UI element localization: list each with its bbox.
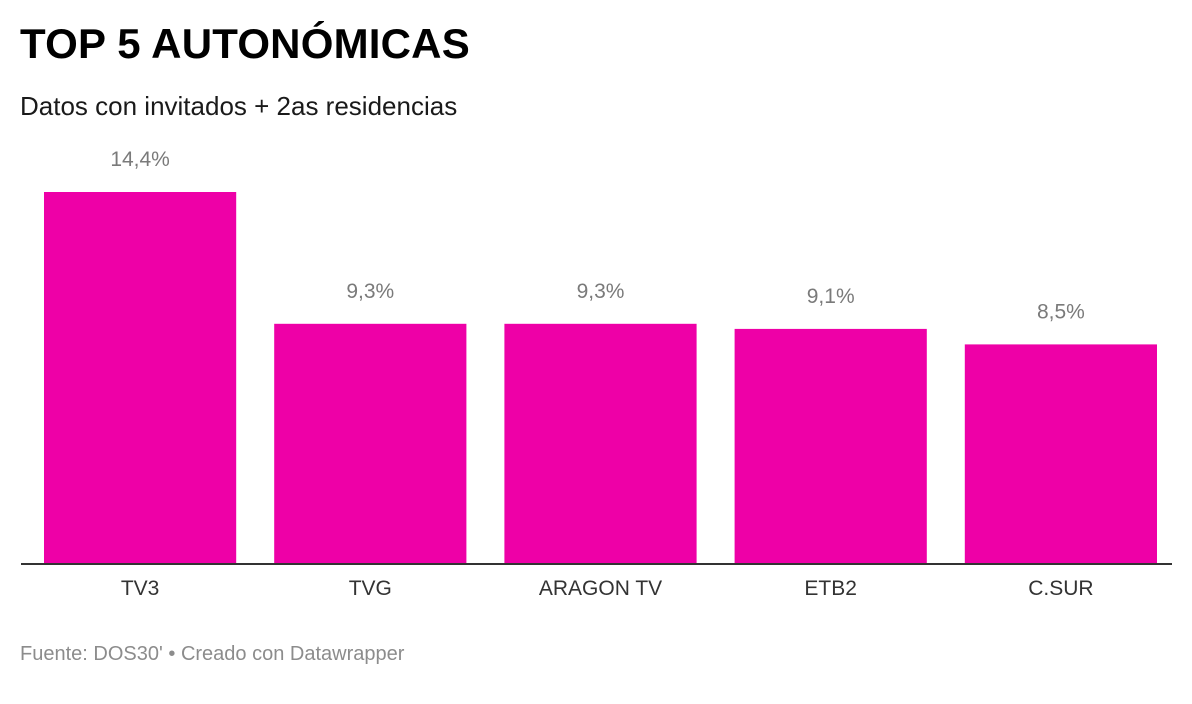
- credit-note: Creado con Datawrapper: [180, 643, 405, 665]
- category-label: TV3: [121, 577, 160, 600]
- value-label: 9,1%: [807, 285, 855, 308]
- category-label: ARAGON TV: [539, 577, 662, 600]
- category-label: C.SUR: [1028, 577, 1093, 600]
- footer: Fuente: DOS30' • Creado con Datawrapper: [20, 640, 404, 668]
- bar-etb2: [734, 328, 927, 564]
- bar-c-sur: [964, 344, 1157, 564]
- bar-aragon-tv: [504, 323, 697, 565]
- category-label: TVG: [349, 577, 392, 600]
- source-note: Fuente: DOS30': [20, 643, 163, 665]
- footer-separator: •: [168, 643, 176, 665]
- chart-subtitle: Datos con invitados + 2as residencias: [20, 91, 458, 121]
- bar-tvg: [274, 323, 467, 565]
- value-label: 9,3%: [346, 280, 394, 303]
- category-label: ETB2: [804, 577, 857, 600]
- bar-chart: 14,4% TV3 9,3% TVG 9,3% ARAGON TV 9,1% ETB2 8,5%…: [21, 148, 1172, 600]
- value-label: 14,4%: [110, 148, 170, 171]
- chart-title: TOP 5 AUTONÓMICAS: [20, 20, 470, 67]
- value-label: 8,5%: [1037, 300, 1085, 323]
- bar-tv3: [44, 192, 237, 564]
- value-label: 9,3%: [577, 280, 625, 303]
